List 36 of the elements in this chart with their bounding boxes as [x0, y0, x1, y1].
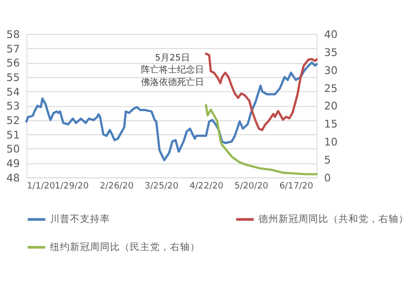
x-tick-label: 6/17/20 — [279, 181, 314, 192]
y-tick-label: 56 — [6, 58, 20, 70]
line-series — [204, 52, 318, 132]
x-tick-label: 2/26/20 — [100, 181, 134, 192]
y-tick-label: 54 — [6, 86, 20, 98]
y2-tick-label: 35 — [324, 46, 338, 59]
y-tick-label: 49 — [6, 158, 20, 170]
legend-label: 川普不支持率 — [50, 213, 110, 226]
y-tick-label: 52 — [6, 115, 20, 128]
annotation: 5月25日 — [155, 53, 190, 64]
y2-tick-label: 25 — [324, 82, 338, 95]
y-tick-label: 51 — [6, 129, 20, 142]
y2-tick-label: 10 — [324, 136, 338, 149]
legend-label: 德州新冠周同比（共和党，右轴） — [258, 213, 409, 226]
y2-tick-label: 30 — [324, 64, 338, 77]
y-tick-label: 55 — [6, 72, 20, 84]
annotation: 佛洛依德死亡日 — [140, 77, 204, 88]
line-series — [25, 62, 318, 162]
x-tick-label: 1/29/20 — [54, 181, 89, 192]
y2-tick-label: 5 — [324, 154, 331, 166]
y2-tick-label: 40 — [324, 28, 338, 41]
line-series — [204, 104, 318, 176]
x-tick-label: 1/1/20 — [26, 181, 56, 192]
y2-tick-label: 20 — [324, 100, 338, 113]
y-tick-label: 57 — [6, 43, 20, 56]
y-tick-label: 48 — [6, 172, 20, 184]
x-tick-label: 3/25/20 — [144, 181, 178, 192]
y2-tick-label: 0 — [324, 172, 332, 184]
legend-label: 纽约新冠周同比（民主党，右轴） — [50, 240, 200, 253]
y-tick-label: 58 — [6, 28, 20, 41]
x-tick-label: 5/20/20 — [234, 181, 268, 192]
annotation: 阵亡将士纪念日 — [140, 64, 204, 76]
y2-tick-label: 15 — [324, 118, 338, 131]
y-tick-label: 50 — [6, 144, 20, 156]
x-tick-label: 4/22/20 — [190, 181, 224, 192]
y-tick-label: 53 — [6, 100, 20, 113]
